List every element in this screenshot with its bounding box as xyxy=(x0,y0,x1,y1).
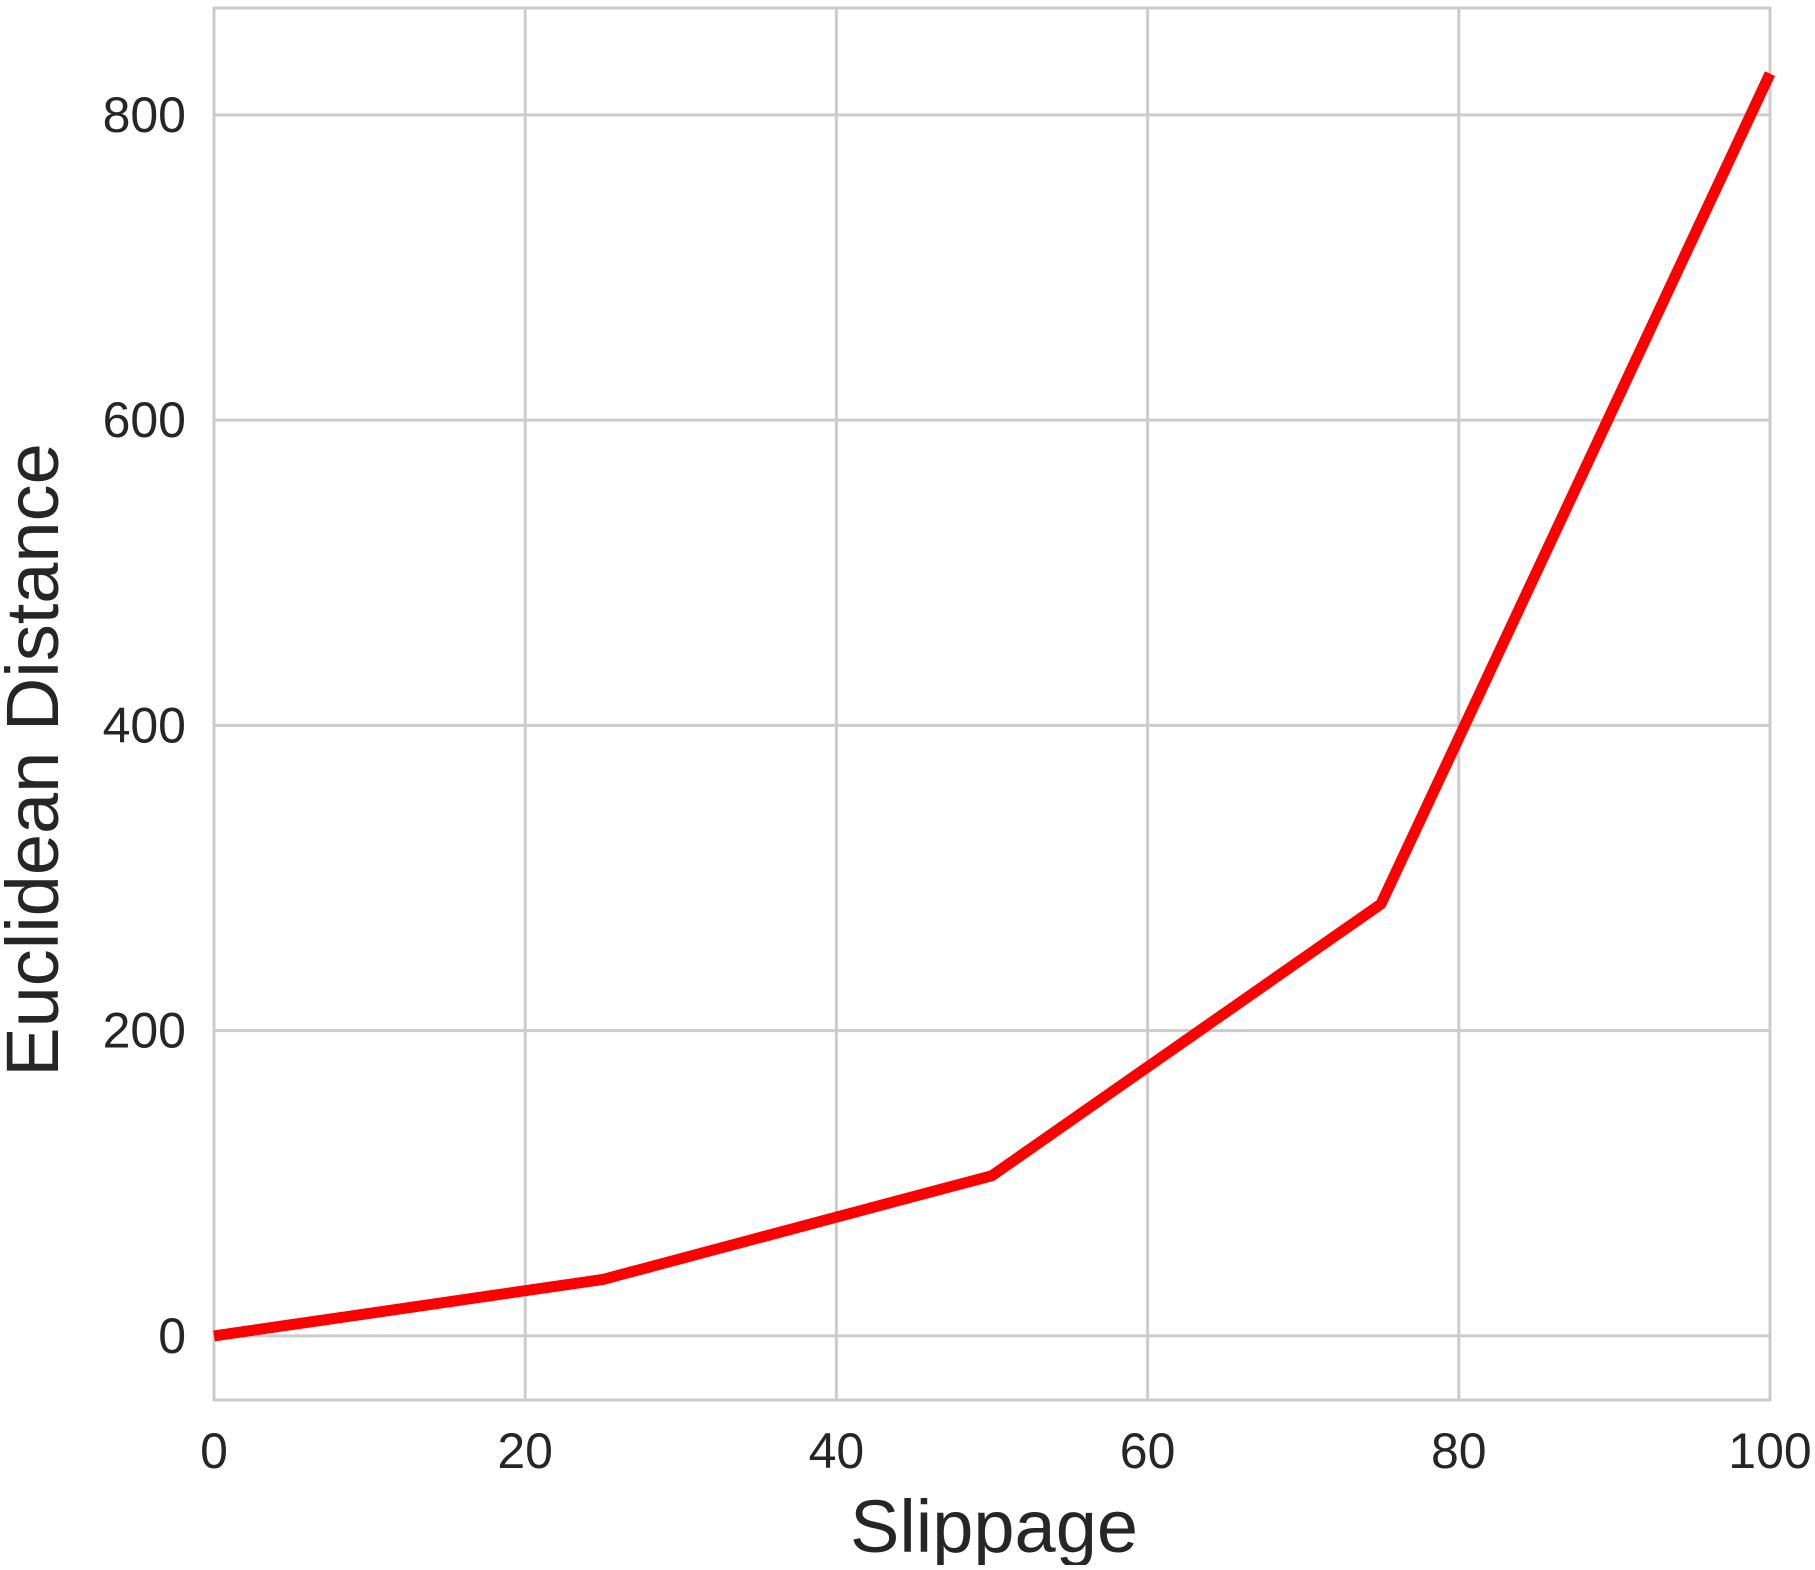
x-tick-label: 100 xyxy=(1728,1423,1811,1479)
y-tick-label: 400 xyxy=(103,697,186,753)
plot-frame xyxy=(212,6,1772,1402)
x-tick-label: 20 xyxy=(497,1423,553,1479)
y-axis-ticks: 0 200 400 600 800 xyxy=(103,87,186,1364)
x-tick-label: 60 xyxy=(1120,1423,1176,1479)
x-tick-label: 40 xyxy=(809,1423,865,1479)
x-tick-label: 80 xyxy=(1431,1423,1487,1479)
y-tick-label: 0 xyxy=(158,1308,186,1364)
y-tick-label: 800 xyxy=(103,87,186,143)
y-tick-label: 600 xyxy=(103,392,186,448)
axes-frame xyxy=(212,6,1772,1402)
series-group xyxy=(213,71,1775,1342)
x-axis-title: Slippage xyxy=(850,1485,1138,1565)
x-tick-label: 0 xyxy=(200,1423,228,1479)
series-line xyxy=(213,71,1775,1342)
x-axis-ticks: 0 20 40 60 80 100 xyxy=(200,1423,1812,1479)
grid xyxy=(212,8,1772,1400)
y-tick-label: 200 xyxy=(103,1003,186,1059)
y-axis-title: Euclidean Distance xyxy=(0,443,74,1076)
